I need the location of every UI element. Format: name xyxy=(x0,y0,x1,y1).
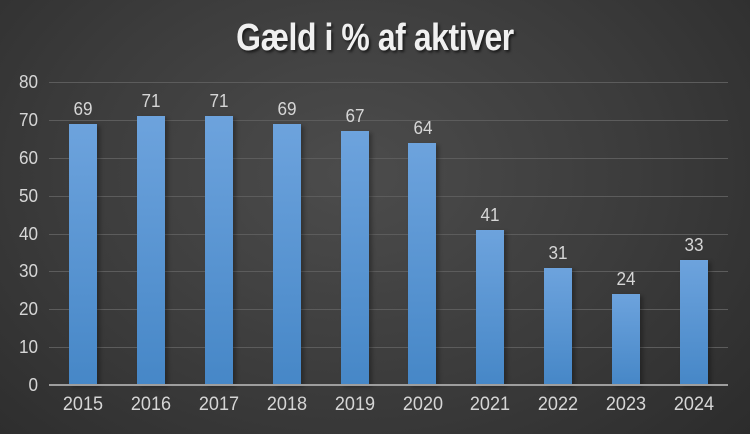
y-tick-label: 40 xyxy=(18,223,38,244)
bar xyxy=(68,123,97,385)
bar-column: 64 xyxy=(389,82,457,385)
gridline xyxy=(49,233,728,235)
bar-value-label: 33 xyxy=(684,235,704,256)
x-tick-label: 2019 xyxy=(334,394,375,415)
x-tick-label: 2017 xyxy=(198,394,239,415)
bar xyxy=(272,123,301,385)
bar-column: 69 xyxy=(49,82,117,385)
bar-value-label: 41 xyxy=(480,204,500,225)
x-tick-label: 2023 xyxy=(606,394,647,415)
bar-value-label: 69 xyxy=(73,98,93,119)
chart-title: Gæld i % af aktiver xyxy=(236,17,514,59)
x-axis-tick-labels: 2015 2016 2017 2018 2019 2020 2021 2022 2023 2024 xyxy=(49,393,728,417)
bar-value-label: 67 xyxy=(345,106,365,127)
bar-column: 41 xyxy=(456,82,524,385)
gridline xyxy=(49,271,728,273)
y-tick-label: 80 xyxy=(18,72,38,92)
bar-column: 69 xyxy=(253,82,321,385)
bar-value-label: 31 xyxy=(548,242,568,263)
bar xyxy=(680,260,709,385)
x-tick-label: 2018 xyxy=(266,394,307,415)
bar xyxy=(340,131,369,385)
bars-container: 69 71 71 69 67 64 41 31 24 33 xyxy=(49,82,728,385)
gridline xyxy=(49,157,728,159)
y-tick-label: 10 xyxy=(18,337,38,358)
bar-column: 24 xyxy=(592,82,660,385)
bar xyxy=(612,294,641,385)
x-tick-label: 2022 xyxy=(538,394,579,415)
bar xyxy=(544,267,573,385)
bar-column: 33 xyxy=(660,82,728,385)
plot-area: 69 71 71 69 67 64 41 31 24 33 xyxy=(49,82,728,386)
bar-value-label: 71 xyxy=(141,91,161,112)
bar-value-label: 71 xyxy=(209,91,229,112)
bar-value-label: 69 xyxy=(277,98,297,119)
bar-value-label: 64 xyxy=(412,117,432,138)
bar-column: 71 xyxy=(117,82,185,385)
bar xyxy=(136,116,165,385)
gridline xyxy=(49,119,728,121)
bar xyxy=(408,142,437,385)
x-axis-line xyxy=(49,384,728,386)
bar-column: 31 xyxy=(524,82,592,385)
bar xyxy=(204,116,233,385)
gridline xyxy=(49,82,728,83)
y-tick-label: 30 xyxy=(18,261,38,282)
x-tick-label: 2020 xyxy=(402,394,443,415)
gridline xyxy=(49,347,728,349)
y-tick-label: 70 xyxy=(18,109,38,130)
bar xyxy=(476,229,505,385)
y-tick-label: 50 xyxy=(18,185,38,206)
x-tick-label: 2016 xyxy=(130,394,171,415)
bar-column: 71 xyxy=(185,82,253,385)
x-tick-label: 2015 xyxy=(62,394,104,415)
y-tick-label: 0 xyxy=(28,375,38,395)
x-tick-label: 2024 xyxy=(674,394,715,415)
x-tick-label: 2021 xyxy=(470,394,511,415)
y-tick-label: 60 xyxy=(18,147,38,168)
bar-column: 67 xyxy=(321,82,389,385)
y-tick-label: 20 xyxy=(18,299,38,320)
bar-value-label: 24 xyxy=(616,269,636,290)
y-axis-tick-labels: 0 10 20 30 40 50 60 70 80 xyxy=(0,0,44,434)
gridline xyxy=(49,309,728,311)
gridline xyxy=(49,195,728,197)
